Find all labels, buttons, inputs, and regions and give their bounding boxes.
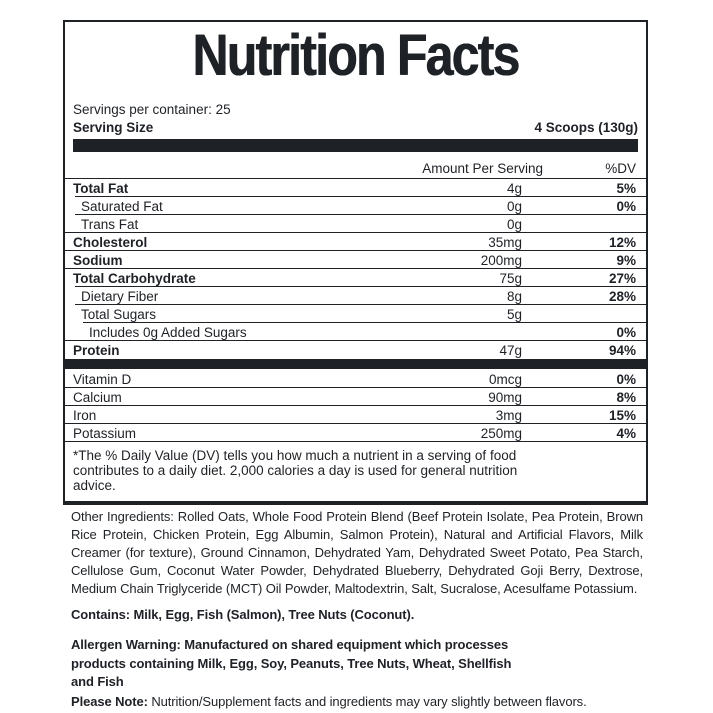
nutrient-amount: 35mg (488, 235, 522, 250)
please-note-text: Nutrition/Supplement facts and ingredien… (147, 693, 587, 709)
row-rule (65, 423, 646, 424)
nutrient-amount: 4g (506, 181, 522, 196)
nutrient-dv: 8% (616, 390, 636, 405)
nutrient-name: Total Carbohydrate (73, 271, 196, 286)
nutrient-row: Trans Fat 0g (65, 214, 646, 232)
row-rule (65, 387, 646, 388)
nutrient-row: Protein 47g 94% (65, 340, 646, 358)
divider-bar-top (73, 139, 638, 152)
nutrient-dv: 94% (608, 343, 636, 358)
nutrient-amount: 0g (506, 217, 522, 232)
row-rule (75, 214, 646, 215)
amount-per-serving-header: Amount Per Serving (422, 161, 543, 176)
nutrient-row: Potassium 250mg 4% (65, 423, 646, 441)
allergen-warning: Allergen Warning: Manufactured on shared… (71, 637, 512, 689)
nutrient-row: Sodium 200mg 9% (65, 250, 646, 268)
nutrient-name: Includes 0g Added Sugars (89, 325, 247, 340)
nutrient-dv: 27% (608, 271, 636, 286)
vitamin-mineral-table: Vitamin D 0mcg 0% Calcium 90mg 8% Iron 3mg 15% Po… (65, 369, 646, 441)
row-rule (75, 304, 646, 305)
please-note-label: Please Note: (71, 693, 148, 709)
nutrient-row: Vitamin D 0mcg 0% (65, 369, 646, 387)
nutrient-name: Calcium (73, 390, 122, 405)
nutrient-row: Cholesterol 35mg 12% (65, 232, 646, 250)
nutrient-row: Total Sugars 5g (65, 304, 646, 322)
supplement-text-block: Other Ingredients: Rolled Oats, Whole Fo… (71, 508, 643, 710)
nutrient-name: Total Fat (73, 181, 129, 196)
nutrient-amount: 90mg (488, 390, 522, 405)
row-rule (65, 405, 646, 406)
nutrient-row: Iron 3mg 15% (65, 405, 646, 423)
nutrient-name: Iron (73, 408, 97, 423)
nutrient-dv: 0% (616, 372, 636, 387)
nutrient-dv: 9% (616, 253, 636, 268)
row-rule (65, 232, 646, 233)
daily-value-footnote: *The % Daily Value (DV) tells you how mu… (73, 448, 518, 493)
nutrient-dv: 5% (616, 181, 636, 196)
nutrient-amount: 8g (506, 289, 522, 304)
nutrient-amount: 0g (506, 199, 522, 214)
nutrient-dv: 28% (608, 289, 636, 304)
other-ingredients: Other Ingredients: Rolled Oats, Whole Fo… (71, 509, 643, 596)
nutrient-amount: 5g (506, 307, 522, 322)
nutrient-amount: 75g (499, 271, 522, 286)
nutrient-amount: 47g (499, 343, 522, 358)
row-rule (65, 268, 646, 269)
nutrient-dv: 0% (616, 325, 636, 340)
nutrient-row: Total Carbohydrate 75g 27% (65, 268, 646, 286)
nutrient-dv: 12% (608, 235, 636, 250)
nutrient-name: Dietary Fiber (81, 289, 159, 304)
nutrient-amount: 0mcg (488, 372, 522, 387)
nutrient-name: Potassium (73, 426, 137, 441)
nutrient-amount: 200mg (480, 253, 522, 268)
nutrient-dv: 0% (616, 199, 636, 214)
nutrient-name: Cholesterol (73, 235, 148, 250)
nutrient-row: Calcium 90mg 8% (65, 387, 646, 405)
nutrient-row: Dietary Fiber 8g 28% (65, 286, 646, 304)
servings-per-container: Servings per container: 25 (73, 102, 231, 117)
row-rule (75, 286, 646, 287)
row-rule (75, 196, 646, 197)
nutrient-table: Total Fat 4g 5% Saturated Fat 0g 0% Trans Fat 0… (65, 178, 646, 358)
divider-bar-mid (65, 359, 646, 369)
nutrient-row: Saturated Fat 0g 0% (65, 196, 646, 214)
nutrient-name: Sodium (73, 253, 123, 268)
nutrient-name: Total Sugars (81, 307, 157, 322)
nutrition-facts-title-text: Nutrition Facts (192, 23, 520, 88)
nutrient-dv: 4% (616, 426, 636, 441)
nutrient-row: Includes 0g Added Sugars 0% (65, 322, 646, 340)
nutrient-name: Trans Fat (81, 217, 139, 232)
table-bottom-rule (65, 441, 646, 442)
nutrient-name: Saturated Fat (81, 199, 163, 214)
nutrient-dv: 15% (608, 408, 636, 423)
nutrient-amount: 250mg (480, 426, 522, 441)
nutrient-amount: 3mg (495, 408, 522, 423)
row-rule (65, 178, 646, 179)
please-note: Please Note: Nutrition/Supplement facts … (71, 694, 643, 710)
nutrient-name: Protein (73, 343, 120, 358)
nutrient-name: Vitamin D (73, 372, 132, 387)
serving-size-label: Serving Size (73, 120, 154, 135)
row-rule (83, 322, 646, 323)
serving-size-row: Serving Size 4 Scoops (130g) (73, 120, 638, 135)
nutrition-facts-panel: Nutrition Facts Servings per container: … (63, 20, 648, 505)
row-rule (65, 340, 646, 341)
column-header-row: Amount Per Serving %DV (65, 161, 646, 178)
nutrition-facts-title: Nutrition Facts (65, 23, 646, 88)
contains-statement: Contains: Milk, Egg, Fish (Salmon), Tree… (71, 607, 415, 622)
dv-header: %DV (605, 161, 636, 176)
nutrient-row: Total Fat 4g 5% (65, 178, 646, 196)
row-rule (65, 250, 646, 251)
serving-size-value: 4 Scoops (130g) (534, 120, 638, 135)
